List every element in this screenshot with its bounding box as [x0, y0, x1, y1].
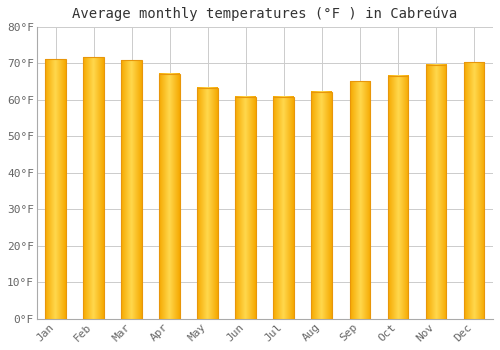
Bar [388, 76, 408, 319]
Bar [198, 88, 218, 319]
Bar [236, 97, 256, 319]
Title: Average monthly temperatures (°F ) in Cabreúva: Average monthly temperatures (°F ) in Ca… [72, 7, 458, 21]
Bar [426, 65, 446, 319]
Bar [122, 60, 142, 319]
Bar [464, 62, 484, 319]
Bar [84, 57, 104, 319]
Bar [160, 74, 180, 319]
Bar [312, 92, 332, 319]
Bar [46, 59, 66, 319]
Bar [350, 81, 370, 319]
Bar [274, 97, 294, 319]
